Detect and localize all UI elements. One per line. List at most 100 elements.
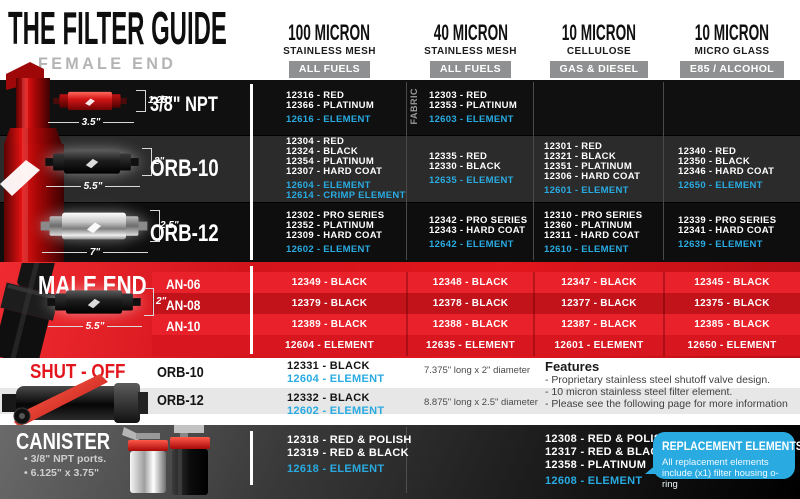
- parts-cell: 12303 - RED 12353 - PLATINUM 12603 - ELE…: [407, 80, 534, 135]
- part-number: 12354 - PLATINUM: [286, 156, 375, 167]
- row-label-orb12: ORB-12: [150, 220, 219, 247]
- column-divider: [406, 82, 407, 260]
- male-end-band: 12349 - BLACK 12348 - BLACK 12347 - BLAC…: [0, 262, 800, 358]
- element-number: 12650 - ELEMENT: [687, 340, 777, 351]
- width-dimension-line: 5.5": [48, 320, 142, 332]
- shutoff-orb12-label: ORB-12: [157, 392, 204, 409]
- micron-label: 40 MICRON: [433, 20, 508, 45]
- media-label: CELLULOSE: [566, 46, 632, 57]
- feature-line: - Please see the following page for more…: [545, 398, 788, 410]
- canister-100micron-cell: 12318 - RED & POLISH 12319 - RED & BLACK…: [287, 434, 412, 476]
- fuel-badge: E85 / ALCOHOL: [679, 61, 785, 78]
- dim-width-label: 5.5": [85, 320, 105, 332]
- canister-cellulose-cell: 12308 - RED & POLISH 12317 - RED & BLACK…: [545, 433, 670, 488]
- feature-line: - Proprietary stainless steel shutoff va…: [545, 374, 771, 386]
- column-divider: [406, 272, 408, 356]
- black-capsule-icon: [47, 290, 141, 314]
- part-number: 12346 - HARD COAT: [678, 166, 775, 177]
- height-dimension-line: [144, 288, 154, 316]
- width-dimension-line: 5.5": [46, 180, 140, 192]
- parts-cell: 12339 - PRO SERIES 12341 - HARD COAT 126…: [664, 203, 800, 262]
- white-separator: [250, 84, 253, 260]
- part-number: 12375 - BLACK: [694, 298, 770, 309]
- parts-cell: 12342 - PRO SERIES 12343 - HARD COAT 126…: [407, 203, 534, 262]
- dim-height-label: 2": [156, 296, 167, 307]
- part-number: 12339 - PRO SERIES: [678, 214, 777, 226]
- an06-label: AN-06: [166, 276, 201, 292]
- canister-bullet: • 6.125" x 3.75": [24, 467, 99, 479]
- fabric-note-text: FABRIC: [409, 88, 419, 125]
- column-divider: [663, 82, 664, 260]
- female-end-subtitle: FEMALE END: [38, 54, 177, 73]
- an10-stripe: 12389 - BLACK 12388 - BLACK 12387 - BLAC…: [152, 314, 800, 335]
- element-number: 12604 - ELEMENT: [285, 340, 374, 351]
- features-title: Features: [545, 359, 600, 374]
- part-number: 12330 - BLACK: [429, 161, 502, 172]
- orb12-filter-image: 2.5" 7": [40, 210, 179, 260]
- height-dimension-line: [150, 210, 160, 242]
- column-divider: [663, 272, 665, 356]
- micron-label: 10 MICRON: [694, 20, 770, 45]
- dim-height-label: 2.5": [160, 220, 179, 231]
- row-label-npt: 3/8" NPT: [150, 93, 218, 116]
- width-dimension-line: 3.5": [48, 116, 134, 128]
- part-number: 12360 - PLATINUM: [544, 219, 633, 231]
- part-number: 12347 - BLACK: [561, 277, 637, 288]
- part-number: 12301 - RED: [544, 141, 603, 152]
- part-number: 12302 - PRO SERIES: [286, 209, 385, 221]
- feature-line: - 10 micron stainless steel filter eleme…: [545, 386, 733, 398]
- column-divider: [533, 82, 534, 260]
- width-dimension-line: 7": [42, 246, 148, 258]
- fuel-badge: GAS & DIESEL: [549, 61, 649, 78]
- height-dimension-line: [142, 148, 152, 176]
- shutoff-size: 8.875" long x 2.5" diameter: [424, 397, 538, 408]
- micron-label: 10 MICRON: [561, 20, 637, 45]
- chrome-capsule-icon: [40, 212, 148, 240]
- dim-width-label: 7": [89, 246, 101, 258]
- element-number: 12616 - ELEMENT: [286, 113, 371, 125]
- media-label: STAINLESS MESH: [283, 46, 376, 57]
- canister-part: 12319 - RED & BLACK: [287, 447, 409, 459]
- element-number: 12610 - ELEMENT: [544, 243, 629, 255]
- column-header-10-micron-cellulose: 10 MICRON CELLULOSE GAS & DIESEL: [534, 22, 664, 78]
- element-number: 12639 - ELEMENT: [678, 238, 763, 250]
- column-divider: [406, 427, 407, 493]
- element-number: 12635 - ELEMENT: [426, 340, 515, 351]
- part-number: 12311 - HARD COAT: [544, 229, 640, 241]
- part-number: 12349 - BLACK: [291, 277, 368, 288]
- element-number: 12635 - ELEMENT: [429, 175, 514, 186]
- part-number: 12335 - RED: [429, 151, 488, 162]
- badge-body: All replacement elements include (x1) fi…: [662, 457, 779, 490]
- an08-label: AN-08: [166, 297, 201, 313]
- part-number: 12307 - HARD COAT: [286, 166, 383, 177]
- part-number: 12378 - BLACK: [432, 298, 509, 309]
- height-dimension-line: [136, 90, 146, 112]
- column-header-100-micron: 100 MICRON STAINLESS MESH ALL FUELS: [252, 22, 407, 78]
- part-number: 12352 - PLATINUM: [286, 219, 375, 231]
- npt-filter-image: 1.25" 3.5": [46, 90, 172, 132]
- element-number: 12601 - ELEMENT: [544, 185, 629, 196]
- part-number: 12343 - HARD COAT: [429, 224, 526, 236]
- element-number: 12601 - ELEMENT: [554, 340, 644, 351]
- canister-part: 12318 - RED & POLISH: [287, 434, 412, 446]
- orb10-filter-image: 2" 5.5": [44, 148, 166, 194]
- micron-label: 100 MICRON: [288, 20, 371, 45]
- canister-photo-icon: [122, 425, 210, 495]
- canister-element: 12608 - ELEMENT: [545, 475, 643, 487]
- canister-bullet: • 3/8" NPT ports.: [24, 453, 107, 465]
- canister-element: 12618 - ELEMENT: [287, 463, 385, 475]
- column-header-40-micron: 40 MICRON STAINLESS MESH ALL FUELS: [407, 22, 534, 78]
- element-number: 12642 - ELEMENT: [429, 238, 514, 250]
- part-number: 12385 - BLACK: [694, 319, 770, 330]
- shutoff-orb10-label: ORB-10: [157, 364, 204, 381]
- part-number: 12348 - BLACK: [432, 277, 509, 288]
- element-number: 12603 - ELEMENT: [429, 113, 514, 125]
- part-number: 12306 - HARD COAT: [544, 171, 641, 182]
- column-header-10-micron-glass: 10 MICRON MICRO GLASS E85 / ALCOHOL: [664, 22, 800, 78]
- media-label: STAINLESS MESH: [424, 46, 517, 57]
- fabric-note: FABRIC: [409, 88, 422, 132]
- element-number: 12614 - CRIMP ELEMENT: [286, 190, 406, 201]
- dim-height-label: 1.25": [148, 95, 173, 106]
- canister-part: 12308 - RED & POLISH: [545, 433, 670, 445]
